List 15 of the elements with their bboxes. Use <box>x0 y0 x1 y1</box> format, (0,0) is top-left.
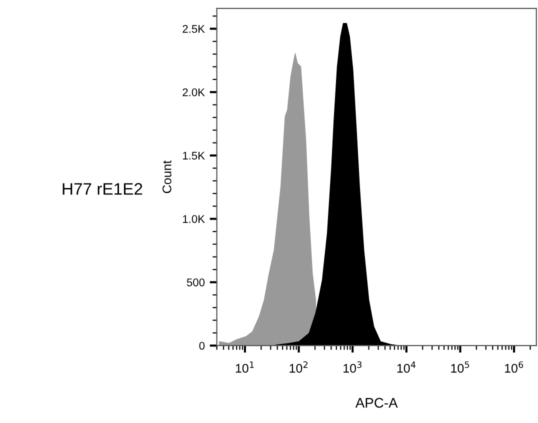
y-tick-label: 500 <box>186 278 205 286</box>
y-tick-label: 1.0K <box>183 215 205 223</box>
y-tick-label: 2.5K <box>182 25 205 33</box>
y-tick-label: 1.5K <box>183 152 205 160</box>
x-tick-label: 10$^{6}$ <box>505 361 524 373</box>
x-tick-label: 10$^{1}$ <box>236 361 254 373</box>
text: H77 rE1E2 <box>62 183 142 195</box>
y-tick-label: 0 <box>199 342 205 350</box>
x-tick-label: 10$^{3}$ <box>344 361 362 373</box>
x-axis-title: APC-A <box>355 398 398 408</box>
y-axis-title: Count <box>162 160 172 194</box>
y-tick-label: 2.0K <box>182 88 205 96</box>
x-tick-label: 10$^{2}$ <box>290 361 308 373</box>
x-tick-label: 10$^{5}$ <box>451 361 470 373</box>
x-tick-label: 10$^{4}$ <box>397 361 416 373</box>
